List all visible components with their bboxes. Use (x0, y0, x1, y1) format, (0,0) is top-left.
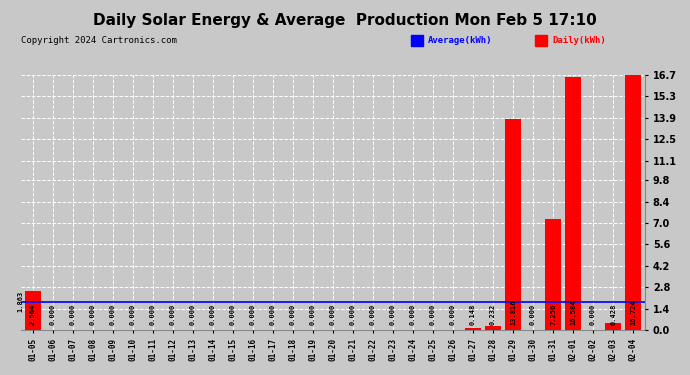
Text: 0.000: 0.000 (290, 304, 296, 325)
Text: 7.256: 7.256 (550, 304, 556, 325)
Bar (485, 327, 501, 330)
Text: 0.000: 0.000 (50, 304, 56, 325)
Text: Daily Solar Energy & Average  Production Mon Feb 5 17:10: Daily Solar Energy & Average Production … (93, 13, 597, 28)
Text: 0.000: 0.000 (150, 304, 156, 325)
Bar (25, 291, 41, 330)
Text: 16.724: 16.724 (630, 299, 636, 325)
Text: 0.148: 0.148 (470, 304, 476, 325)
Text: 0.000: 0.000 (90, 304, 96, 325)
Text: 13.816: 13.816 (510, 299, 516, 325)
Text: 16.584: 16.584 (570, 299, 576, 325)
Text: 0.000: 0.000 (410, 304, 416, 325)
Text: 0.000: 0.000 (270, 304, 276, 325)
Text: 0.000: 0.000 (230, 304, 236, 325)
Text: Daily(kWh): Daily(kWh) (552, 36, 606, 45)
Text: 2.564: 2.564 (30, 304, 36, 325)
Text: 0.000: 0.000 (430, 304, 436, 325)
Bar (605, 324, 621, 330)
Text: 0.000: 0.000 (590, 304, 596, 325)
Text: 0.000: 0.000 (190, 304, 196, 325)
Text: 0.000: 0.000 (70, 304, 76, 325)
Bar (565, 77, 581, 330)
Text: 0.000: 0.000 (310, 304, 316, 325)
Text: 0.000: 0.000 (390, 304, 396, 325)
Text: 0.000: 0.000 (370, 304, 376, 325)
Text: 0.428: 0.428 (610, 304, 616, 325)
Text: 0.000: 0.000 (450, 304, 456, 325)
Text: 0.000: 0.000 (330, 304, 336, 325)
Text: 0.000: 0.000 (350, 304, 356, 325)
Text: 0.000: 0.000 (530, 304, 536, 325)
Bar (545, 219, 561, 330)
Text: 0.000: 0.000 (250, 304, 256, 325)
Text: Copyright 2024 Cartronics.com: Copyright 2024 Cartronics.com (21, 36, 177, 45)
Text: 0.000: 0.000 (170, 304, 176, 325)
Bar (505, 119, 521, 330)
Text: 0.232: 0.232 (490, 304, 496, 325)
Bar (465, 328, 481, 330)
Text: 0.000: 0.000 (130, 304, 136, 325)
Text: 1.863: 1.863 (18, 291, 23, 312)
Text: 0.000: 0.000 (110, 304, 116, 325)
Bar (625, 75, 641, 330)
Text: 0.000: 0.000 (210, 304, 216, 325)
Text: Average(kWh): Average(kWh) (428, 36, 492, 45)
